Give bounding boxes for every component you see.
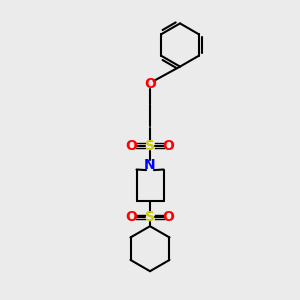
Text: O: O (144, 77, 156, 91)
Text: O: O (163, 139, 175, 152)
Text: S: S (145, 139, 155, 152)
Text: S: S (145, 210, 155, 224)
Text: O: O (125, 210, 137, 224)
Text: N: N (144, 158, 156, 172)
Text: O: O (125, 139, 137, 152)
Text: O: O (163, 210, 175, 224)
